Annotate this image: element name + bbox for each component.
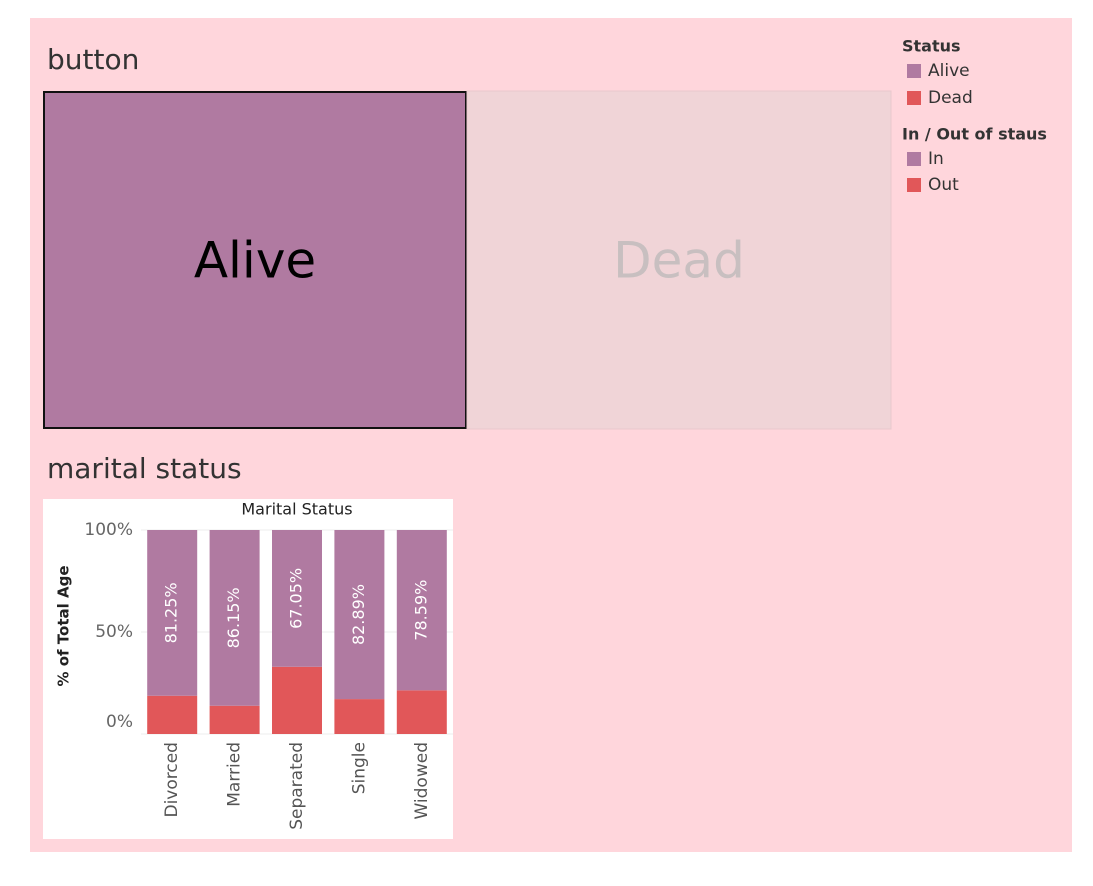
x-tick-label: Married (225, 742, 245, 807)
legend-label: In (928, 149, 944, 169)
legend-swatch (907, 152, 921, 166)
bar-segment (396, 690, 447, 734)
legend-swatch (907, 178, 921, 192)
legend-label: Alive (928, 61, 970, 81)
value-label: 81.25% (162, 582, 181, 643)
bar-segment (396, 530, 447, 691)
value-label: 78.59% (411, 580, 430, 641)
x-tick-label: Widowed (412, 742, 432, 820)
x-tick-label: Single (349, 742, 369, 794)
legend-title: In / Out of staus (902, 125, 1047, 144)
bar-segment (147, 695, 198, 734)
button-label[interactable]: Alive (194, 232, 316, 290)
bar-segment (209, 705, 260, 734)
legend-label: Dead (928, 88, 973, 108)
section-title: button (47, 43, 139, 76)
value-label: 86.15% (224, 587, 243, 648)
y-tick-label: 0% (106, 712, 133, 732)
bar-segment (334, 699, 385, 734)
chart-title: Marital Status (241, 500, 352, 519)
value-label: 67.05% (287, 568, 306, 629)
value-label: 82.89% (349, 584, 368, 645)
bar-segment (334, 530, 385, 700)
legend-label: Out (928, 175, 959, 195)
section-title: marital status (47, 452, 242, 485)
x-tick-label: Divorced (162, 742, 182, 818)
button-label[interactable]: Dead (613, 232, 745, 290)
bar-segment (272, 666, 322, 734)
bar-segment (272, 530, 322, 667)
y-tick-label: 50% (95, 622, 133, 642)
y-tick-label: 100% (84, 520, 133, 540)
alive-button[interactable] (43, 91, 467, 429)
legend-title: Status (902, 37, 961, 56)
dead-button[interactable] (466, 90, 892, 430)
legend-swatch (907, 64, 921, 78)
bar-segment (209, 530, 260, 706)
y-axis-label: % of Total Age (55, 565, 73, 686)
x-tick-label: Separated (287, 742, 307, 830)
bar-segment (147, 530, 198, 696)
legend-swatch (907, 91, 921, 105)
